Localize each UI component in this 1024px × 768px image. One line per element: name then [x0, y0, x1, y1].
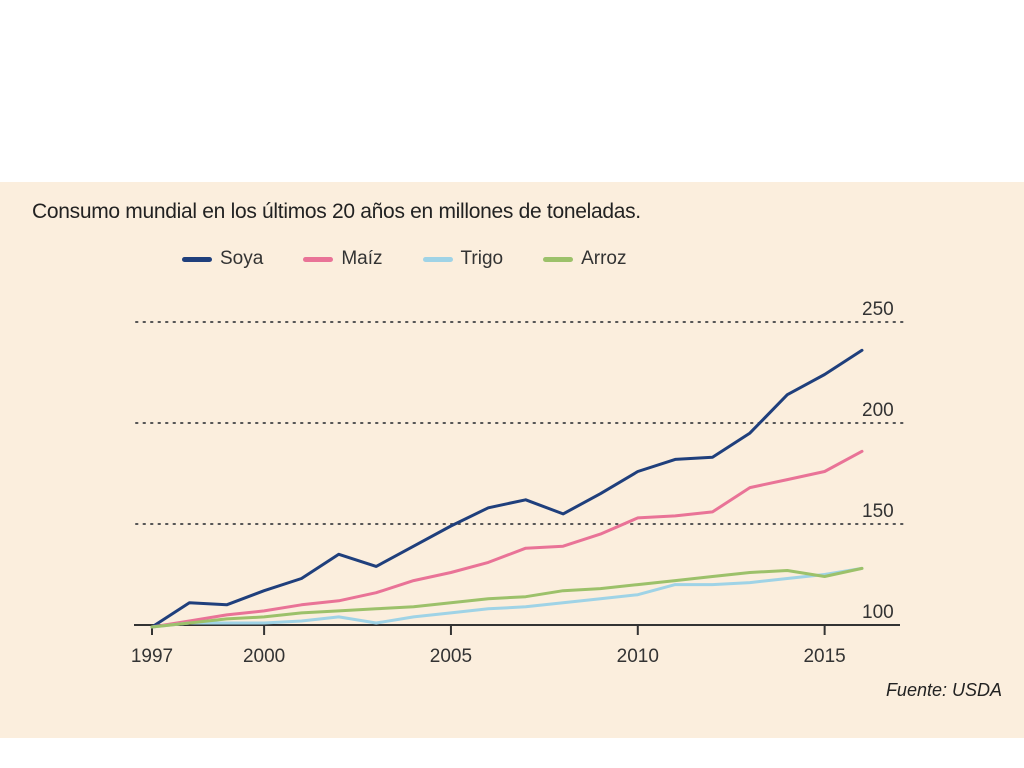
- legend-item-trigo: Trigo: [422, 248, 504, 270]
- chart-panel: [0, 182, 1024, 738]
- y-tick-labels: 100 150 200 250: [862, 299, 894, 623]
- legend-swatch: [543, 256, 574, 262]
- legend-label: Arroz: [581, 248, 627, 269]
- series-line-maíz: [150, 449, 864, 629]
- legend: Soya Maíz Trigo Arroz: [182, 246, 667, 272]
- chart-title: Consumo mundial en los últimos 20 años e…: [32, 200, 641, 223]
- source-note: Fuente: USDA: [885, 680, 1002, 700]
- legend-item-arroz: Arroz: [543, 248, 627, 270]
- legend-swatch: [303, 256, 334, 262]
- legend-item-soya: Soya: [182, 248, 263, 270]
- x-axis: [134, 624, 900, 635]
- legend-label: Maíz: [341, 248, 383, 269]
- y-tick-label-200: 200: [862, 400, 894, 421]
- legend-swatch: [182, 256, 212, 262]
- y-tick-label-100: 100: [862, 602, 894, 623]
- legend-label: Trigo: [460, 248, 504, 269]
- legend-item-maíz: Maíz: [303, 248, 383, 270]
- x-tick-label-2000: 2000: [243, 646, 285, 667]
- series-lines: [150, 348, 864, 629]
- x-tick-label-2010: 2010: [617, 646, 659, 667]
- series-line-soya: [150, 348, 864, 629]
- series-line-trigo: [150, 566, 864, 629]
- gridlines: [135, 321, 907, 525]
- x-tick-label-2005: 2005: [430, 646, 472, 667]
- x-tick-labels: 1997 2000 2005 2010 2015: [131, 646, 846, 667]
- series-line-arroz: [150, 566, 864, 629]
- x-tick-label-1997: 1997: [131, 646, 173, 667]
- legend-swatch: [422, 256, 453, 262]
- x-tick-label-2015: 2015: [803, 646, 845, 667]
- y-tick-label-150: 150: [862, 501, 894, 522]
- legend-label: Soya: [220, 248, 264, 269]
- y-tick-label-250: 250: [862, 299, 894, 320]
